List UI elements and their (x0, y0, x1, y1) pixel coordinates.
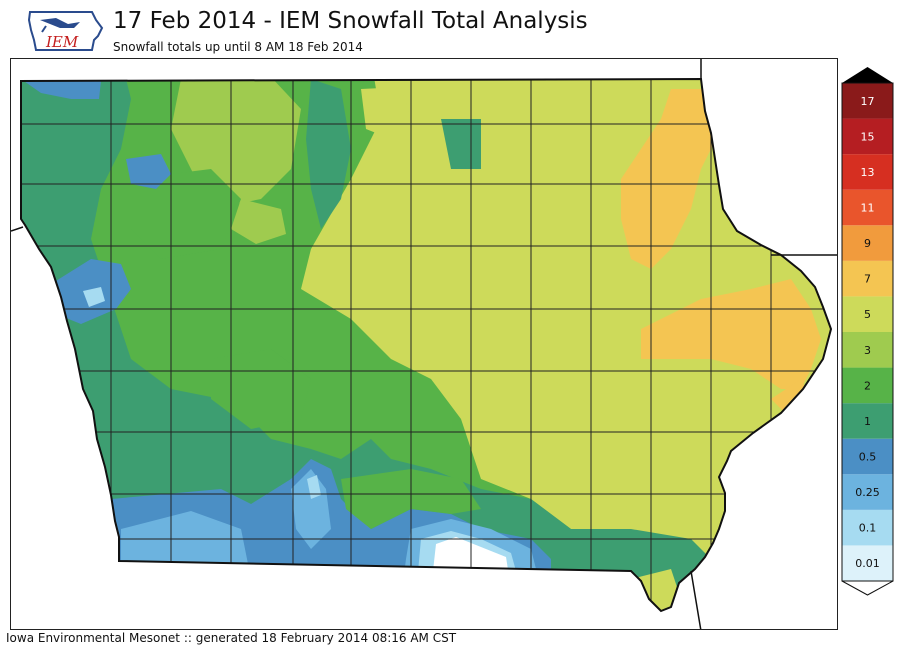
legend-swatch (842, 474, 893, 510)
legend-label: 0.01 (855, 557, 880, 570)
legend-swatch (842, 225, 893, 261)
footer-credit: Iowa Environmental Mesonet :: generated … (6, 631, 457, 645)
iowa-state-outline (20, 77, 833, 613)
legend-label: 1 (864, 415, 871, 428)
legend-label: 0.25 (855, 486, 880, 499)
page-title: 17 Feb 2014 - IEM Snowfall Total Analysi… (113, 8, 588, 34)
legend-swatch (842, 296, 893, 332)
snowfall-map (10, 58, 838, 630)
iowa-logo-icon: IEM (27, 11, 104, 51)
map-orange-ne (621, 89, 716, 269)
legend-swatch (842, 545, 893, 581)
svg-text:IEM: IEM (45, 33, 79, 51)
iowa-snowfall-svg (11, 59, 837, 629)
legend-swatch (842, 154, 893, 190)
page-subtitle: Snowfall totals up until 8 AM 18 Feb 201… (113, 40, 363, 54)
legend-label: 15 (861, 130, 875, 143)
legend-label: 0.5 (859, 451, 877, 464)
legend-swatch (842, 118, 893, 155)
legend-label: 11 (861, 202, 875, 215)
legend-label: 3 (864, 344, 871, 357)
map-yellow-pocket (361, 87, 411, 139)
county-lines (21, 79, 831, 611)
snowfall-legend: 0.01 0.1 0.25 0.5 1 2 3 5 7 9 11 13 15 17 (840, 67, 895, 597)
legend-swatch (842, 438, 893, 475)
legend-bottom-arrow (841, 580, 894, 596)
legend-swatch (842, 332, 893, 368)
legend-swatch (842, 509, 893, 546)
legend-swatch (842, 367, 893, 404)
legend-label: 7 (864, 273, 871, 286)
iem-logo: IEM (26, 6, 104, 56)
legend-label: 17 (861, 95, 875, 108)
legend-swatch (842, 403, 893, 439)
legend-frame (841, 82, 894, 582)
legend-swatch (842, 260, 893, 297)
legend-top-arrow (842, 67, 893, 83)
map-blue-nw2 (126, 154, 171, 189)
legend-colorbar: 0.01 0.1 0.25 0.5 1 2 3 5 7 9 11 13 15 17 (841, 67, 894, 596)
legend-label: 5 (864, 308, 871, 321)
map-blue-nw (21, 79, 101, 99)
legend-label: 2 (864, 379, 871, 392)
legend-label: 9 (864, 237, 871, 250)
legend-label: 0.1 (859, 522, 877, 535)
legend-label: 13 (861, 166, 875, 179)
map-orange-east (641, 279, 821, 389)
neighbor-borders (11, 59, 837, 629)
legend-swatch (842, 189, 893, 226)
legend-swatch (842, 83, 893, 119)
